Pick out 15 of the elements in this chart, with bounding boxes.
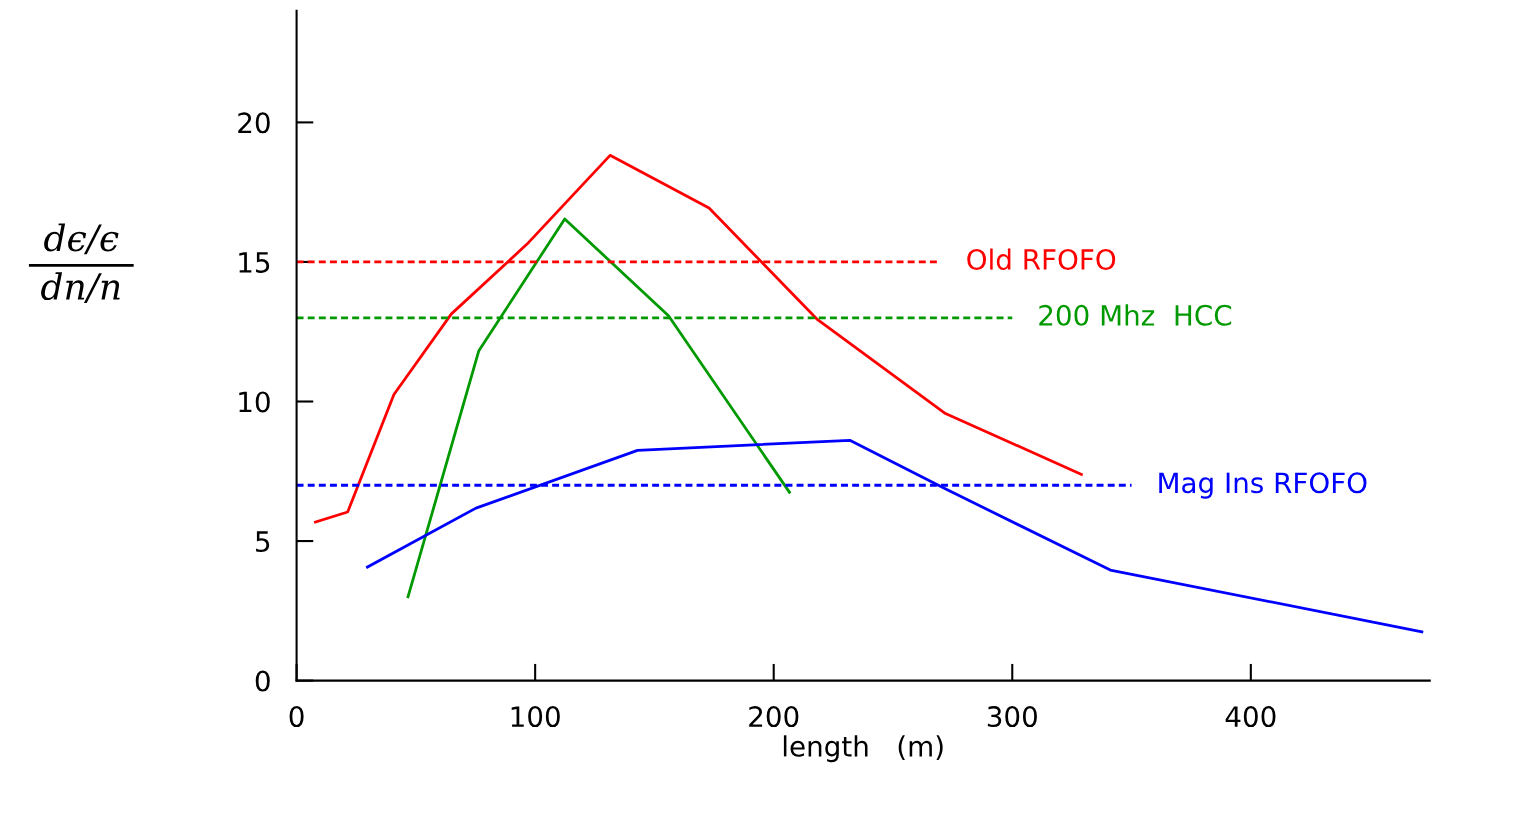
y-tick-label: 10 [239, 391, 270, 413]
x-tick-label: 300 [987, 706, 1037, 728]
y-tick-label: 0 [255, 670, 270, 692]
x-tick-label: 0 [289, 706, 304, 728]
x-tick-label: 400 [1225, 706, 1276, 728]
x-tick-label: 100 [511, 706, 560, 728]
y-axis-title: dϵ/ϵ dn/n [41, 223, 120, 303]
y-tick-label: 20 [238, 112, 270, 134]
y-tick-label: 15 [239, 252, 270, 273]
x-tick-label: 200 [749, 706, 799, 728]
series-label: 200 Mhz HCC [1039, 304, 1232, 326]
series-label: Mag Ins RFOFO [1159, 472, 1367, 499]
series-label: Old RFOFO [967, 248, 1116, 271]
x-axis-title: length (m) [783, 735, 943, 763]
y-tick-label: 5 [256, 531, 270, 553]
